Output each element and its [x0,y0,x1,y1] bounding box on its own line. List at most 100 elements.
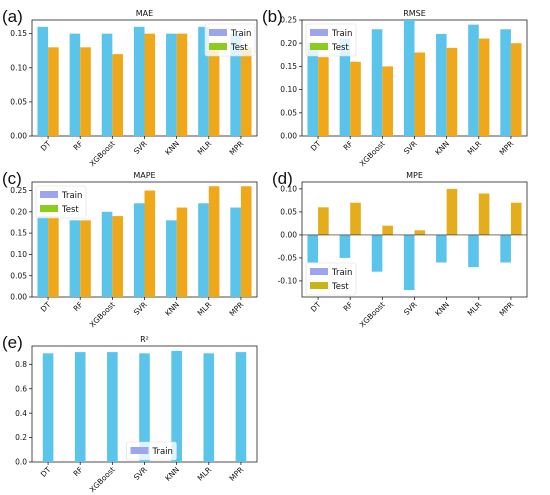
legend: Train Test [204,23,256,57]
x-tick-label: DT [39,300,53,314]
bar-test-knn [176,207,188,297]
bar-train-svr [133,203,145,297]
panel-label: (a) [2,7,23,26]
x-tick-label: SVR [132,300,149,317]
y-tick-label: 0.05 [280,208,297,217]
legend-label: Test [331,282,349,292]
bar-train-mlr [203,353,215,462]
y-tick-label: 0.0 [15,458,27,467]
panel-title: MAE [136,9,153,18]
bar-test-mpr [510,43,522,137]
panel-label: (b) [262,7,283,26]
y-tick-label: 0.10 [280,85,297,94]
x-tick-label: MLR [466,300,484,318]
y-tick-label: 0.10 [280,185,297,194]
x-tick-label: MPR [498,300,516,318]
bar-train-rf [339,38,351,137]
bar-train-rf [69,220,81,297]
bar-train-mpr [500,234,511,263]
panel-b: (b) RMSE 0.00 0.05 0.10 0.15 0.20 0.25 DT RF XGBoo… [262,7,528,168]
panel-d: (d) MPE -0.10 -0.05 0.00 0.05 0.10 DT RF XGBoost S… [272,169,528,329]
bar-train-knn [171,350,182,462]
bar-train-knn [166,33,177,136]
panel-c: (c) MAPE 0.00 0.05 0.10 0.15 0.20 0.25 DT RF XGBoo… [2,169,258,329]
bar-train-mlr [468,24,479,136]
x-tick-label: XGBoost [88,300,117,329]
x-tick-label: MPR [228,139,246,157]
x-tick-label: KNN [163,300,181,318]
bar-test-xgboost [382,225,393,235]
bar-train-rf [69,33,81,136]
legend-label: Test [230,43,248,53]
y-tick-label: 0.00 [10,293,27,302]
legend-label: Test [331,43,349,53]
bar-train-mpr [230,207,241,297]
x-tick-label: DT [309,300,323,314]
x-tick-label: RF [342,300,355,313]
legend-swatch [310,43,328,50]
y-tick-label: 0.05 [280,108,297,117]
legend: Train Test [305,262,357,296]
x-tick-label: SVR [132,139,149,156]
bar-test-mlr [478,193,490,235]
bar-train-knn [166,220,177,297]
bar-test-svr [144,190,156,297]
legend-swatch [310,282,328,289]
bar-train-svr [403,20,415,136]
y-tick-label: -0.05 [278,254,298,263]
y-tick-label: 0.05 [10,271,27,280]
bar-test-rf [350,61,361,137]
y-tick-label: 0.10 [10,63,27,72]
bar-train-xgboost [107,352,118,462]
legend-swatch [130,447,149,454]
legend-label: Test [61,205,79,215]
legend-label: Train [152,447,173,457]
bar-train-rf [74,352,86,462]
bar-test-mpr [240,186,252,297]
y-tick-label: 0.15 [280,62,297,71]
legend-swatch [209,29,227,36]
bar-train-knn [436,33,447,136]
legend: Train Test [35,185,87,219]
panel-title: MPE [406,171,423,180]
panel-e: (e) R² 0.0 0.2 0.4 0.6 0.8 DT RF XGBoost SVR KNN MLR… [2,333,258,494]
bar-train-mpr [500,29,511,137]
bar-train-svr [139,353,150,462]
x-tick-label: KNN [433,300,451,318]
bar-train-svr [403,234,415,291]
bar-test-xgboost [382,66,393,136]
bar-test-rf [80,220,91,297]
y-tick-label: 0.2 [15,433,27,442]
x-tick-label: RF [72,300,85,313]
legend-label: Train [331,29,352,39]
legend: Train [126,441,177,461]
y-tick-label: 0.25 [280,16,297,25]
bar-train-dt [37,26,49,136]
panel-label: (c) [2,169,22,188]
bar-train-mlr [198,203,209,297]
bar-train-xgboost [101,33,113,136]
x-tick-label: KNN [433,139,451,157]
bar-train-mpr [230,33,241,136]
x-tick-label: MPR [228,465,246,483]
x-tick-label: MLR [466,139,484,157]
bar-train-dt [37,216,49,297]
bar-test-rf [80,47,91,137]
x-tick-label: MPR [498,139,516,157]
bar-train-rf [339,234,351,258]
panel-title: R² [140,335,149,344]
x-tick-label: MLR [196,465,214,483]
bar-test-mlr [208,186,220,297]
bar-train-mpr [235,352,247,462]
y-tick-label: 0.25 [10,186,27,195]
bar-test-svr [414,230,426,235]
legend-box [126,441,177,461]
panel-a: (a) MAE 0.00 0.05 0.10 0.15 DT RF XGBoost SVR KNN M… [2,7,258,168]
bar-train-mlr [198,26,209,136]
x-tick-label: RF [72,139,85,152]
panel-label: (e) [2,333,23,352]
x-tick-label: XGBoost [358,139,387,168]
x-tick-label: MPR [228,300,246,318]
x-tick-label: DT [309,139,323,153]
